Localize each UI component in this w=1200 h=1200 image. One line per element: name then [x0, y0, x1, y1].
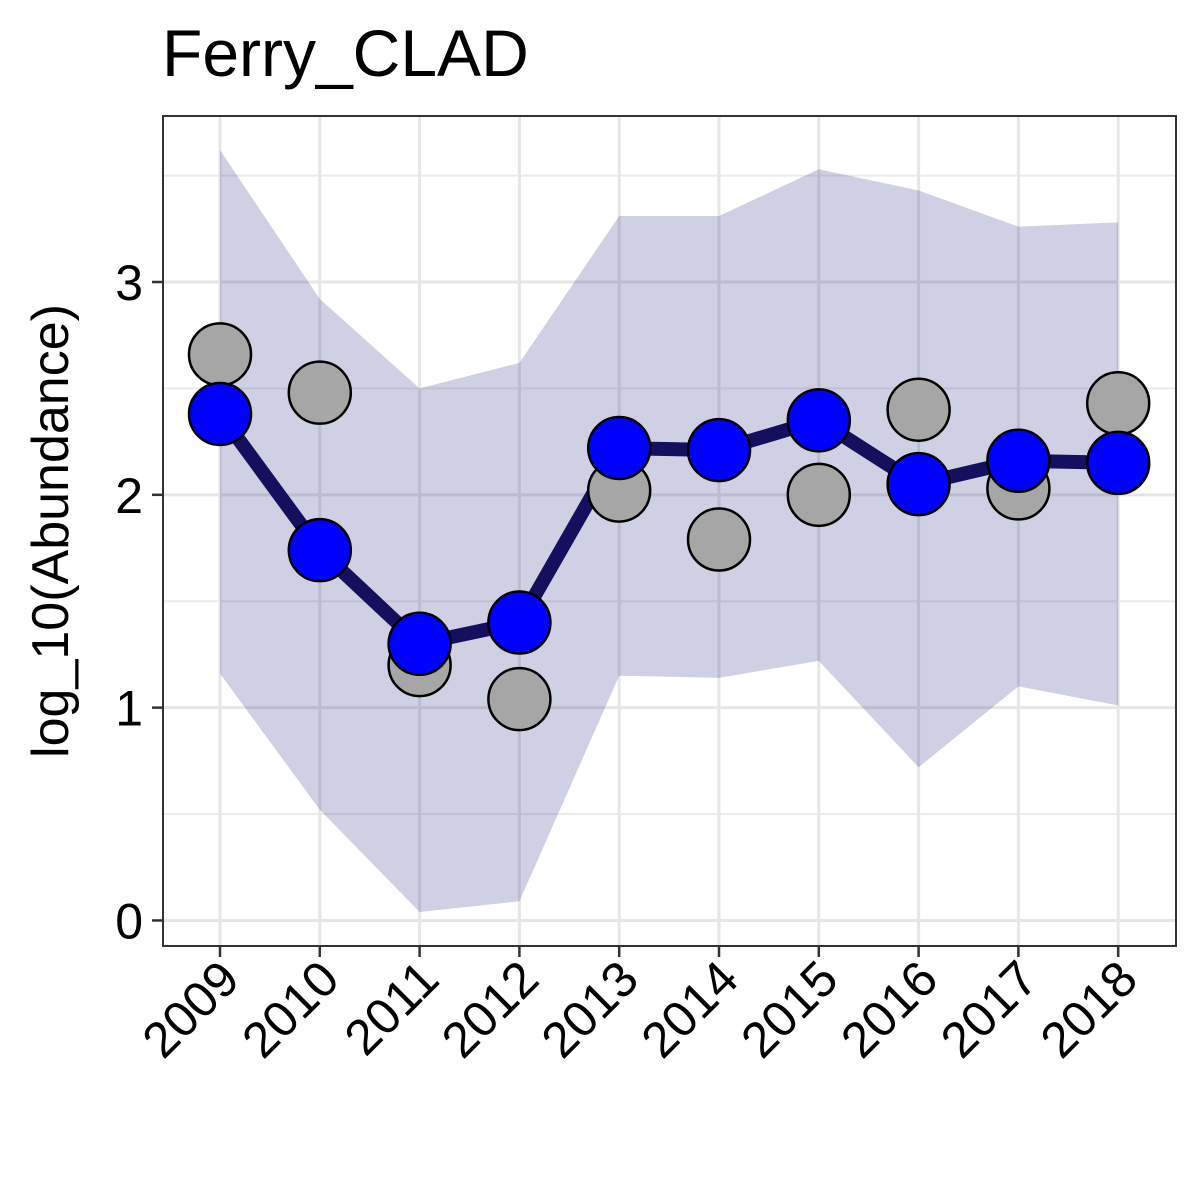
x-tick-label: 2010	[231, 950, 349, 1068]
x-tick-label: 2012	[431, 950, 549, 1068]
x-tick-label: 2011	[334, 950, 450, 1066]
fitted-point	[287, 517, 353, 583]
x-tick-label: 2018	[1030, 950, 1148, 1068]
observed-point	[786, 462, 852, 528]
fitted-points	[187, 381, 1151, 677]
x-tick-label: 2009	[132, 950, 250, 1068]
y-tick-label: 1	[115, 681, 143, 737]
observed-point	[686, 507, 752, 572]
fitted-point	[686, 417, 752, 483]
fitted-point	[387, 611, 452, 677]
observed-point	[187, 322, 253, 387]
observed-point	[1085, 371, 1151, 436]
fitted-line	[214, 409, 1119, 651]
x-tick-label: 2016	[830, 950, 948, 1068]
y-tick-label: 3	[115, 255, 143, 311]
confidence-band	[220, 150, 1119, 912]
chart-title: Ferry_CLAD	[162, 16, 529, 90]
y-axis-label: log_10(Abundance)	[22, 304, 80, 758]
y-axis: 0 1 2 3	[115, 255, 163, 949]
fitted-point	[487, 590, 552, 655]
fitted-point	[187, 381, 253, 447]
observed-point	[886, 377, 951, 442]
fitted-point	[786, 388, 852, 453]
x-tick-label: 2015	[730, 950, 848, 1068]
plot-border	[162, 115, 1177, 947]
observed-point	[287, 360, 353, 425]
fitted-point	[986, 428, 1051, 494]
fitted-point	[1085, 430, 1151, 496]
y-tick-label: 0	[115, 893, 143, 949]
observed-point	[487, 666, 552, 732]
y-tick-label: 2	[115, 468, 143, 524]
x-tick-label: 2017	[930, 950, 1048, 1068]
fitted-point	[586, 415, 652, 481]
fitted-point	[886, 451, 951, 517]
x-tick-label: 2014	[631, 950, 749, 1068]
x-tick-label: 2013	[531, 950, 649, 1068]
